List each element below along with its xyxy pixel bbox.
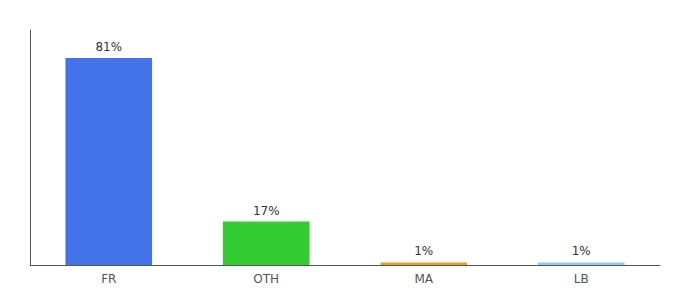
svg-text:1%: 1%: [572, 244, 591, 258]
svg-text:LB: LB: [574, 272, 589, 286]
svg-text:OTH: OTH: [253, 272, 279, 286]
svg-text:1%: 1%: [414, 244, 433, 258]
svg-text:FR: FR: [101, 272, 116, 286]
svg-text:81%: 81%: [95, 40, 122, 54]
svg-text:17%: 17%: [253, 204, 280, 218]
svg-text:MA: MA: [414, 272, 433, 286]
